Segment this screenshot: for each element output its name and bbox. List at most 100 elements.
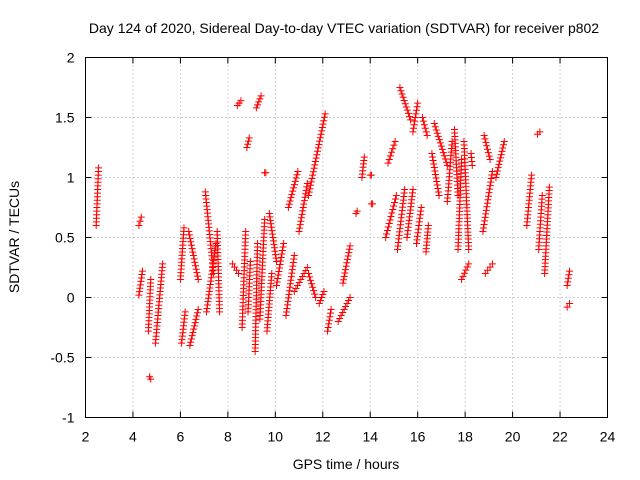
data-point	[136, 281, 144, 289]
data-point	[484, 196, 492, 204]
data-point	[326, 313, 334, 321]
data-point	[278, 247, 286, 254]
y-tick-label: -1	[62, 410, 75, 426]
data-point	[438, 145, 446, 153]
data-point	[339, 279, 347, 287]
data-point	[293, 171, 301, 179]
data-point	[345, 245, 353, 253]
data-point	[288, 190, 296, 198]
data-point	[290, 288, 298, 295]
data-point	[314, 144, 322, 152]
data-point	[538, 192, 546, 199]
data-point	[185, 231, 193, 239]
data-point	[191, 319, 199, 327]
data-point	[266, 213, 274, 221]
y-tick-label: 0	[67, 290, 75, 306]
data-point	[147, 375, 155, 383]
data-point	[346, 294, 354, 301]
data-point	[487, 178, 495, 186]
x-axis: 2 4 6 8 10 12 14 16 18 20 22 24	[82, 57, 615, 445]
data-point	[316, 137, 324, 145]
data-point	[290, 181, 298, 189]
data-point	[315, 300, 323, 307]
data-point	[95, 164, 103, 172]
data-point	[384, 159, 392, 167]
data-point	[343, 259, 351, 267]
data-point	[390, 202, 398, 210]
data-point	[421, 124, 429, 132]
data-point	[488, 168, 496, 175]
data-point	[433, 178, 441, 185]
data-point	[404, 109, 412, 117]
data-point	[189, 328, 197, 336]
data-point	[299, 207, 307, 215]
data-point	[492, 174, 500, 181]
y-tick-label: -0.5	[50, 350, 74, 366]
data-point	[277, 257, 285, 265]
data-point	[389, 145, 397, 153]
data-point	[316, 134, 324, 142]
data-point	[324, 324, 332, 331]
data-point	[271, 247, 279, 255]
y-axis-title: SDTVAR / TECUs	[6, 181, 22, 293]
data-point	[430, 120, 438, 127]
data-point	[405, 113, 413, 121]
data-point	[483, 203, 491, 211]
data-point	[181, 308, 189, 316]
data-point	[302, 190, 310, 198]
data-point	[297, 276, 305, 283]
data-point	[340, 276, 348, 284]
data-point	[310, 287, 318, 295]
data-point	[289, 187, 297, 195]
data-point	[409, 186, 417, 193]
data-point	[244, 140, 252, 148]
data-point	[300, 200, 308, 208]
data-point	[484, 149, 492, 157]
x-tick-label: 14	[362, 429, 378, 445]
data-points	[92, 84, 574, 383]
data-point	[433, 181, 441, 189]
data-point	[465, 246, 473, 253]
data-point	[269, 237, 277, 245]
data-point	[320, 117, 328, 125]
data-point	[486, 185, 494, 193]
data-point	[485, 152, 493, 160]
data-point	[190, 255, 198, 263]
data-point	[386, 152, 394, 160]
data-point	[189, 252, 197, 259]
data-point	[138, 267, 146, 275]
data-point	[307, 181, 315, 189]
data-point	[400, 96, 408, 104]
data-point	[566, 267, 574, 275]
data-point	[392, 192, 400, 199]
data-point	[321, 110, 329, 118]
data-point	[458, 276, 466, 283]
data-point	[319, 120, 327, 128]
data-point	[270, 240, 278, 248]
data-point	[292, 174, 300, 182]
data-point	[460, 269, 468, 277]
data-point	[294, 168, 302, 175]
data-point	[497, 151, 505, 159]
data-point	[385, 220, 393, 227]
data-point	[318, 294, 326, 301]
data-point	[418, 114, 426, 121]
data-point	[277, 254, 285, 261]
x-tick-label: 20	[505, 429, 521, 445]
data-point	[403, 106, 411, 114]
data-point	[274, 271, 282, 279]
data-point	[367, 171, 375, 179]
data-point	[192, 265, 200, 273]
data-point	[297, 214, 305, 222]
data-point	[317, 130, 325, 138]
data-point	[194, 276, 202, 283]
data-point	[296, 221, 304, 229]
data-point	[136, 217, 144, 225]
data-point	[280, 240, 288, 247]
data-point	[419, 117, 427, 125]
data-point	[411, 114, 419, 121]
data-point	[435, 192, 443, 199]
data-point	[337, 312, 345, 319]
data-point	[191, 258, 199, 266]
